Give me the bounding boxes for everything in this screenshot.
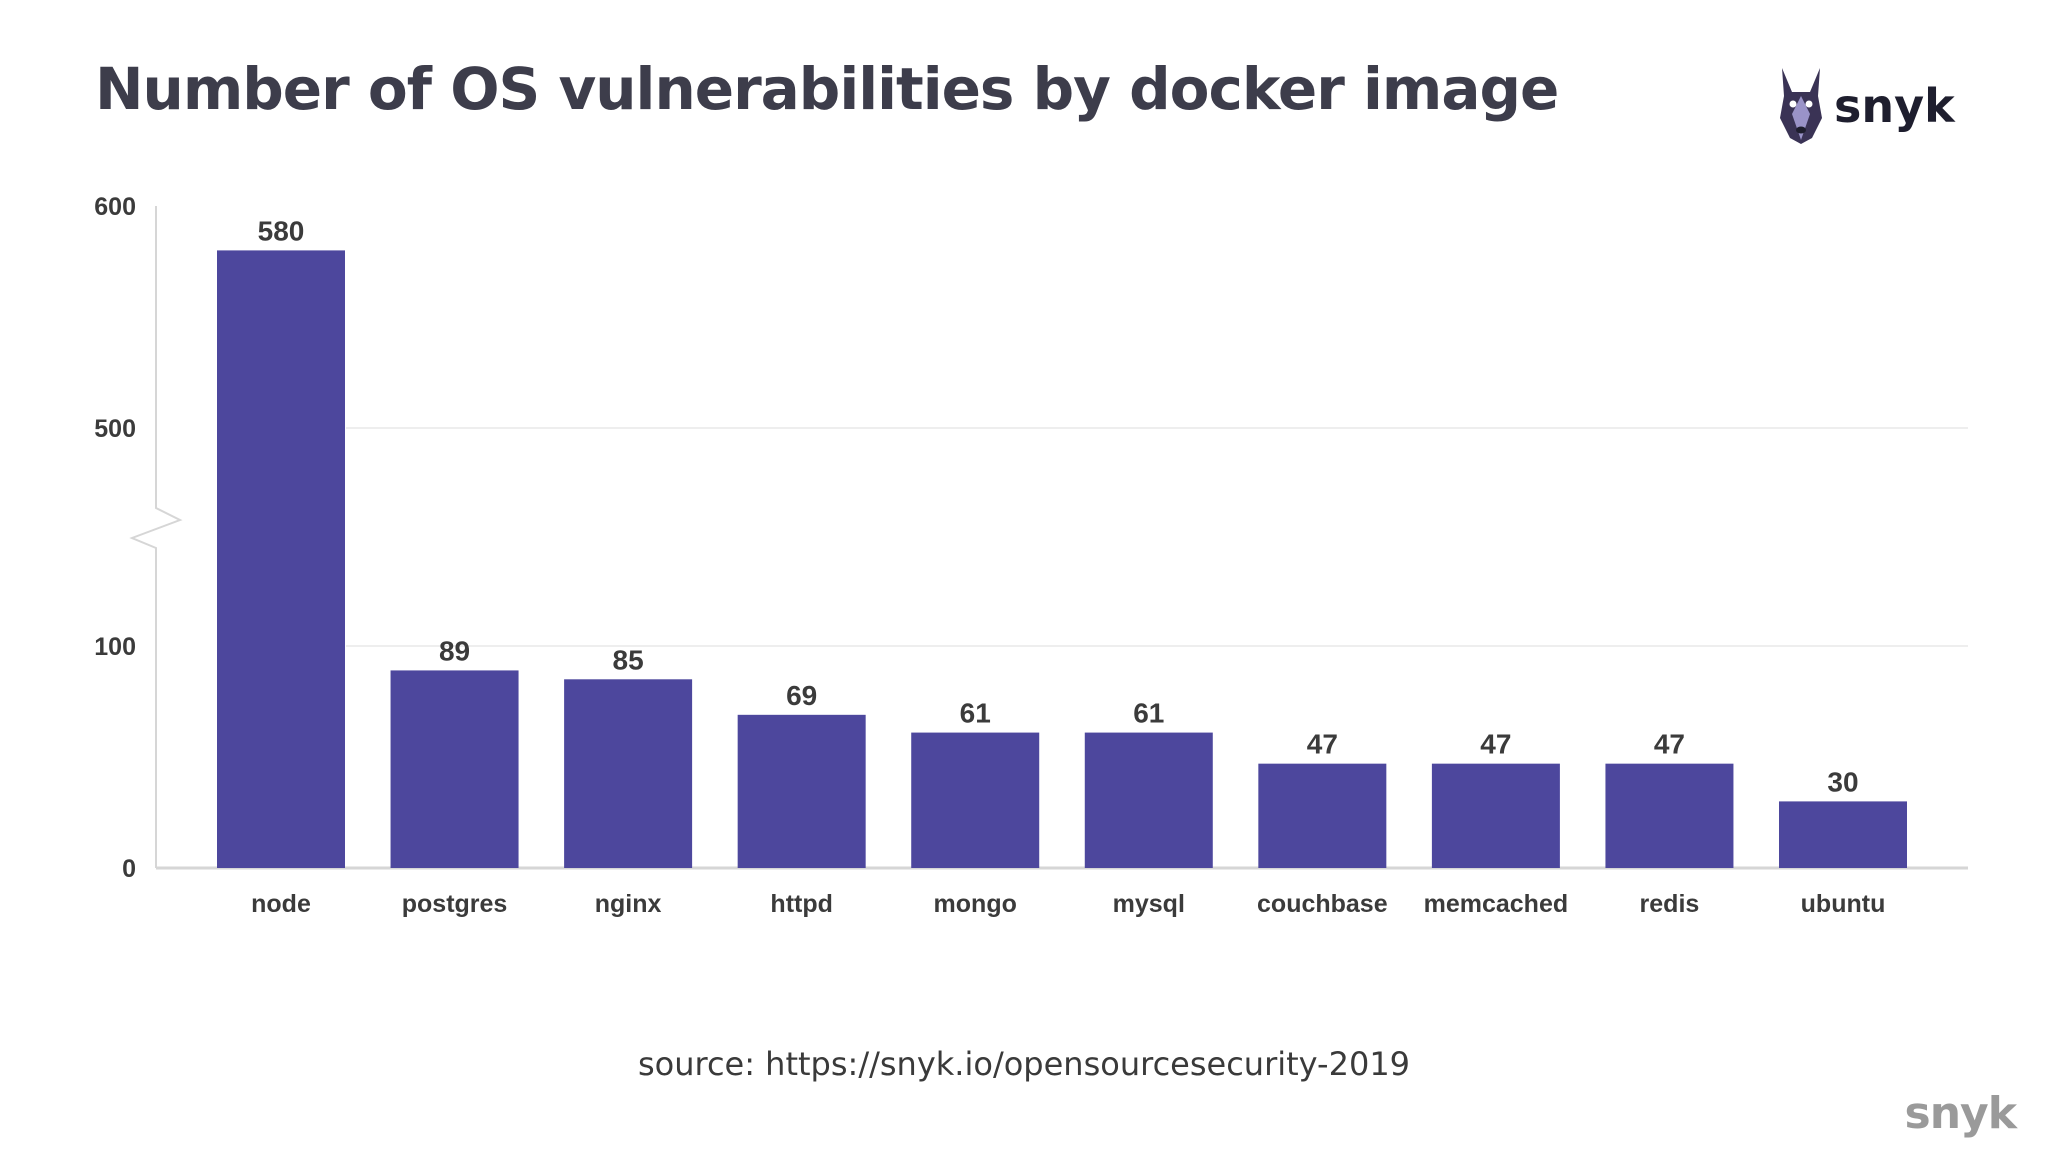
x-tick-label: memcached — [1424, 890, 1569, 918]
y-tick-label: 100 — [94, 633, 136, 661]
bar-couchbase — [1258, 763, 1387, 868]
bar-value-label: 69 — [786, 680, 817, 711]
brand-name: snyk — [1834, 79, 1955, 133]
x-tick-label: postgres — [402, 890, 508, 918]
x-tick-label: nginx — [595, 890, 662, 918]
x-tick-label: mongo — [934, 890, 1017, 918]
x-tick-label: couchbase — [1257, 890, 1388, 918]
x-tick-label: node — [251, 890, 311, 918]
bar-value-label: 47 — [1654, 729, 1685, 760]
doberman-dog-icon — [1780, 68, 1822, 144]
bar-httpd — [737, 714, 866, 868]
bar-value-label: 85 — [613, 644, 644, 675]
bar-postgres — [390, 670, 519, 868]
chart-title: Number of OS vulnerabilities by docker i… — [95, 55, 1559, 123]
bar-redis — [1605, 763, 1734, 868]
x-tick-label: redis — [1640, 890, 1700, 918]
snyk-logo: snyk — [1778, 66, 1955, 146]
footer-brand: snyk — [1904, 1088, 2017, 1139]
bar-chart: 0 100 500 600 580 node 89 postgres 85 nginx 69 http… — [94, 193, 1968, 918]
bar-value-label: 61 — [960, 698, 991, 729]
x-tick-label: ubuntu — [1801, 890, 1886, 918]
bar-ubuntu — [1779, 801, 1907, 868]
y-tick-label: 600 — [94, 193, 136, 221]
bar-nginx — [564, 679, 693, 868]
bar-node — [217, 250, 345, 868]
bar-memcached — [1431, 763, 1560, 868]
y-axis-line — [129, 206, 183, 868]
bar-value-label: 47 — [1480, 729, 1511, 760]
bar-value-label: 89 — [439, 635, 470, 666]
bar-value-label: 47 — [1307, 729, 1338, 760]
y-tick-label: 0 — [122, 855, 136, 883]
bar-value-label: 580 — [258, 215, 305, 246]
bar-value-label: 61 — [1133, 698, 1164, 729]
bar-mysql — [1084, 732, 1213, 868]
source-caption: source: https://snyk.io/opensourcesecuri… — [637, 1045, 1411, 1083]
x-tick-label: httpd — [770, 890, 832, 918]
bar-mongo — [911, 732, 1040, 868]
bar-value-label: 30 — [1827, 766, 1858, 797]
x-tick-label: mysql — [1113, 890, 1185, 918]
y-tick-label: 500 — [94, 415, 136, 443]
